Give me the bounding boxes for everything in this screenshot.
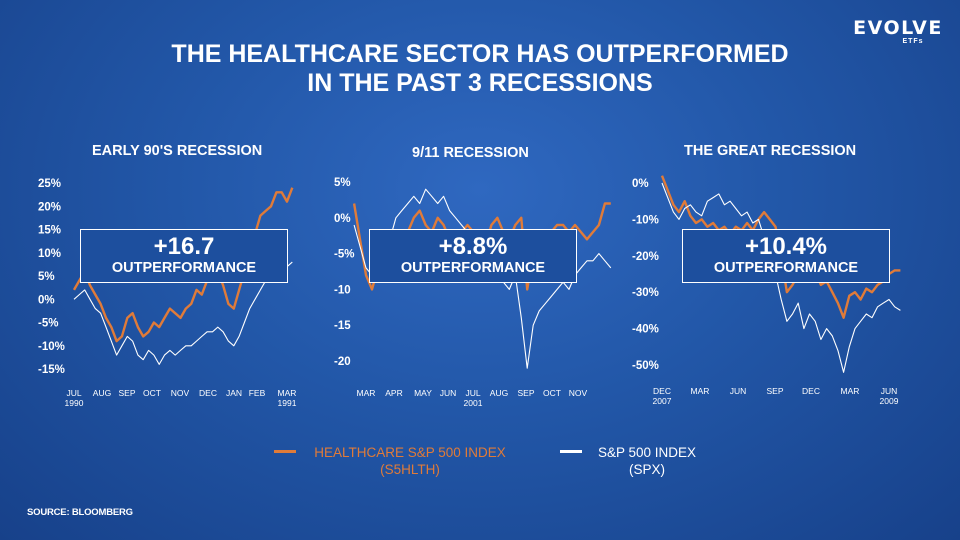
y-tick-label: -20% [632, 251, 659, 263]
y-tick-label: -10% [632, 214, 659, 226]
source-note: SOURCE: BLOOMBERG [27, 507, 133, 518]
y-tick-label: 5% [334, 177, 351, 189]
evolve-logo: EVOLVE ETFs [852, 18, 944, 46]
y-tick-label: -40% [632, 324, 659, 336]
x-tick-label: DEC [199, 388, 217, 398]
x-tick-year-label: 1990 [65, 398, 84, 408]
x-tick-label: JUN [730, 386, 747, 396]
chart-title-early-90s: EARLY 90'S RECESSION [92, 143, 263, 159]
outperformance-box-great-recession: +10.4% OUTPERFORMANCE [682, 229, 890, 283]
x-tick-label: FEB [249, 388, 266, 398]
slide-title-line1: THE HEALTHCARE SECTOR HAS OUTPERFORMED [171, 40, 789, 68]
y-tick-label: 0% [38, 294, 55, 306]
legend-swatch-spx [560, 450, 582, 453]
series-line-spx [73, 261, 293, 365]
y-tick-label: 25% [38, 178, 61, 190]
y-tick-label: 20% [38, 201, 61, 213]
y-tick-label: -10 [334, 284, 351, 296]
y-tick-label: -20 [334, 356, 351, 368]
y-tick-label: 5% [38, 271, 55, 283]
x-tick-label: OCT [543, 388, 561, 398]
y-tick-label: 15% [38, 225, 61, 237]
legend-spx-line2: (SPX) [628, 462, 665, 477]
legend-healthcare-line1: HEALTHCARE S&P 500 INDEX [314, 445, 506, 460]
x-tick-label: JUN [881, 386, 898, 396]
x-tick-label: JUL [66, 388, 81, 398]
x-tick-label: JUN [440, 388, 457, 398]
x-tick-label: JAN [226, 388, 242, 398]
outperformance-label: OUTPERFORMANCE [713, 260, 859, 276]
x-tick-label: MAR [691, 386, 710, 396]
x-tick-label: MAR [357, 388, 376, 398]
legend-spx-line1: S&P 500 INDEX [597, 445, 697, 460]
x-tick-label: SEP [517, 388, 534, 398]
y-tick-label: 10% [38, 248, 61, 260]
x-tick-label: AUG [93, 388, 111, 398]
x-tick-year-label: 2007 [653, 396, 672, 406]
x-tick-label: SEP [118, 388, 135, 398]
outperformance-value: +8.8% [438, 233, 508, 260]
x-tick-year-label: 1991 [278, 398, 297, 408]
y-tick-label: -5% [334, 249, 354, 261]
x-tick-label: APR [385, 388, 402, 398]
x-tick-label: AUG [490, 388, 508, 398]
logo-subtext: ETFs [902, 38, 924, 45]
outperformance-label: OUTPERFORMANCE [400, 260, 546, 276]
chart-title-great-recession: THE GREAT RECESSION [684, 143, 857, 159]
x-tick-year-label: 2001 [464, 398, 483, 408]
series-line-spx [661, 182, 901, 373]
outperformance-value: +16.7 [153, 233, 215, 260]
x-tick-label: MAR [841, 386, 860, 396]
outperformance-box-early-90s: +16.7 OUTPERFORMANCE [80, 229, 288, 283]
outperformance-value: +10.4% [744, 233, 828, 260]
legend-spx: S&P 500 INDEX (SPX) [582, 444, 712, 478]
x-tick-label: JUL [465, 388, 480, 398]
logo-wordmark: EVOLVE [853, 17, 943, 39]
y-tick-label: -5% [38, 318, 58, 330]
y-tick-label: -15 [334, 320, 351, 332]
y-tick-label: 0% [334, 213, 351, 225]
legend-healthcare: HEALTHCARE S&P 500 INDEX (S5HLTH) [300, 444, 520, 478]
x-tick-label: MAY [414, 388, 432, 398]
y-tick-label: -30% [632, 287, 659, 299]
y-tick-label: -15% [38, 364, 65, 376]
outperformance-box-911: +8.8% OUTPERFORMANCE [369, 229, 577, 283]
y-tick-label: -10% [38, 341, 65, 353]
legend-swatch-healthcare [274, 450, 296, 453]
slide-title: THE HEALTHCARE SECTOR HAS OUTPERFORMED I… [0, 40, 960, 98]
legend-healthcare-line2: (S5HLTH) [380, 462, 440, 477]
x-tick-label: NOV [569, 388, 588, 398]
x-tick-label: MAR [278, 388, 297, 398]
outperformance-label: OUTPERFORMANCE [111, 260, 257, 276]
y-tick-label: -50% [632, 360, 659, 372]
x-tick-label: DEC [653, 386, 671, 396]
x-tick-year-label: 2009 [880, 396, 899, 406]
slide-title-line2: IN THE PAST 3 RECESSIONS [307, 69, 653, 97]
y-tick-label: 0% [632, 178, 649, 190]
x-tick-label: NOV [171, 388, 190, 398]
x-tick-label: OCT [143, 388, 161, 398]
chart-title-911: 9/11 RECESSION [412, 145, 529, 161]
x-tick-label: SEP [766, 386, 783, 396]
x-tick-label: DEC [802, 386, 820, 396]
